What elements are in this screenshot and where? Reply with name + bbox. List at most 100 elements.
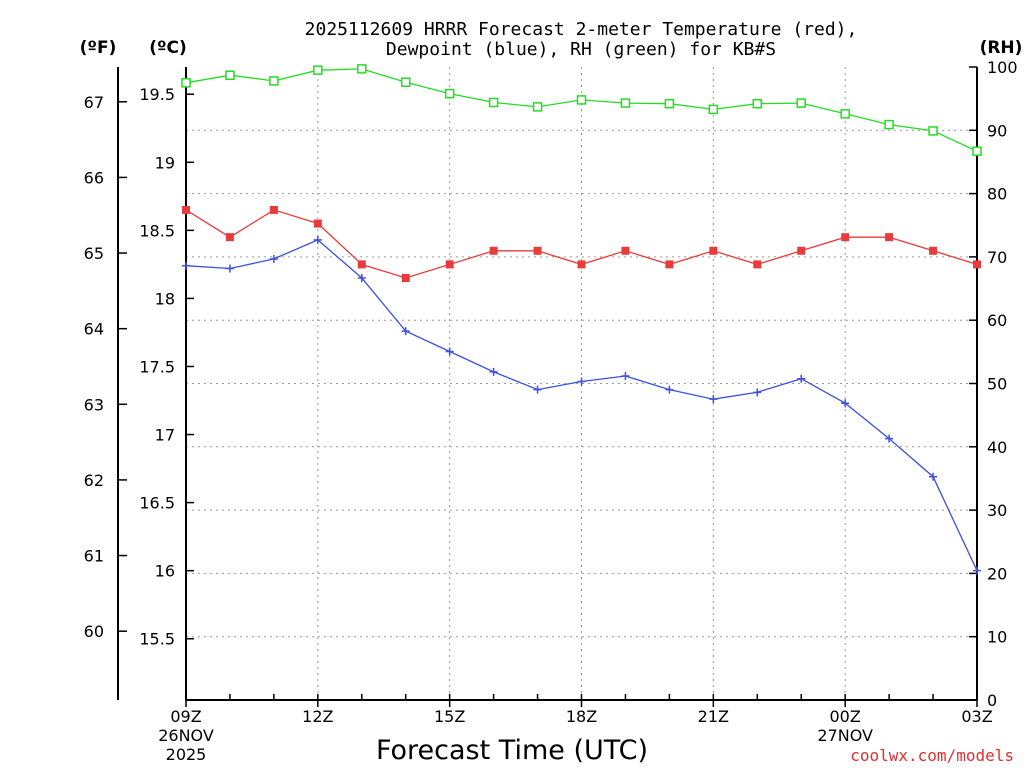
dewpoint-point (357, 274, 366, 282)
fahrenheit-tick-label: 64 (84, 320, 104, 339)
dewpoint-point (709, 395, 718, 404)
rh-axis: 0 10 20 30 40 50 60 70 80 90 100 (969, 58, 1018, 710)
rh-point (181, 78, 191, 88)
rh-point (400, 77, 411, 87)
dewpoint-point (797, 374, 806, 383)
rh-point (884, 119, 894, 130)
temperature-series (182, 205, 981, 282)
temperature-point (357, 260, 366, 269)
dewpoint-point (313, 235, 322, 244)
dewpoint-point (841, 399, 850, 408)
temperature-point (313, 219, 322, 228)
rh-point (444, 88, 455, 99)
temperature-point (182, 205, 190, 214)
time-tick-label: 09Z (170, 707, 201, 726)
temperature-point (401, 274, 410, 282)
rh-point (840, 109, 850, 119)
temperature-point (269, 205, 278, 214)
rh-point (313, 65, 323, 75)
temperature-point (665, 260, 674, 269)
dewpoint-point (929, 472, 938, 481)
rh-point (664, 98, 675, 109)
dewpoint-point (225, 264, 234, 273)
temperature-point (489, 246, 498, 255)
celsius-tick-label: 17.5 (139, 357, 175, 376)
dewpoint-point (489, 367, 498, 376)
temperature-point (753, 260, 762, 269)
time-tick-label: 12Z (302, 707, 333, 726)
rh-point (225, 70, 235, 80)
watermark-text: coolwx.com/models (850, 746, 1014, 765)
dewpoint-point (182, 261, 190, 270)
fahrenheit-tick-label: 63 (84, 395, 104, 414)
rh-tick-label: 100 (987, 58, 1018, 77)
dewpoint-point (269, 254, 278, 263)
fahrenheit-tick-label: 65 (84, 244, 104, 263)
temperature-point (533, 246, 542, 255)
data-series (181, 64, 982, 575)
temperature-point (445, 260, 454, 269)
rh-point (357, 64, 367, 74)
fahrenheit-unit-label: (ºF) (80, 38, 117, 58)
rh-tick-label: 0 (987, 691, 997, 710)
dewpoint-point (401, 327, 410, 336)
rh-unit-label: (RH) (980, 38, 1023, 58)
rh-point (928, 126, 938, 136)
rh-point (269, 76, 279, 86)
rh-point (488, 97, 499, 108)
rh-point (796, 98, 806, 108)
temperature-point (225, 233, 234, 242)
time-tick-label: 18Z (566, 707, 597, 726)
fahrenheit-tick-label: 66 (84, 168, 104, 187)
dewpoint-series (182, 235, 981, 575)
time-date-label: 26NOV (158, 726, 214, 745)
celsius-tick-label: 19 (155, 153, 175, 172)
dewpoint-point (665, 385, 674, 394)
time-date-label: 27NOV (817, 726, 873, 745)
rh-tick-label: 70 (987, 248, 1007, 267)
dewpoint-point (973, 566, 981, 575)
rh-point (532, 102, 543, 112)
chart-title-line-1: 2025112609 HRRR Forecast 2-meter Tempera… (305, 19, 858, 40)
celsius-tick-label: 15.5 (139, 630, 175, 649)
fahrenheit-tick-label: 61 (84, 547, 104, 566)
celsius-tick-label: 16.5 (139, 494, 175, 513)
fahrenheit-tick-label: 62 (84, 471, 104, 490)
fahrenheit-axis: 60 61 62 63 64 65 66 67 (84, 93, 127, 641)
temperature-point (973, 260, 981, 269)
rh-point (708, 104, 719, 115)
rh-tick-label: 90 (987, 121, 1007, 140)
time-tick-label: 21Z (698, 707, 729, 726)
rh-point (752, 98, 763, 109)
rh-point (576, 95, 587, 105)
dewpoint-point (445, 347, 454, 356)
temperature-point (577, 260, 586, 269)
fahrenheit-tick-label: 67 (84, 93, 104, 112)
temperature-point (621, 246, 630, 255)
time-year-label: 2025 (166, 745, 207, 764)
rh-tick-label: 50 (987, 375, 1007, 394)
celsius-axis: 15.5 16 16.5 17 17.5 18 18.5 19 19.5 (139, 85, 194, 649)
rh-tick-label: 20 (987, 564, 1007, 583)
time-tick-label: 15Z (434, 707, 465, 726)
time-tick-label: 00Z (830, 707, 861, 726)
rh-series (181, 64, 982, 156)
fahrenheit-tick-label: 60 (84, 622, 104, 641)
temperature-point (709, 246, 718, 255)
rh-point (972, 146, 982, 156)
celsius-unit-label: (ºC) (149, 38, 187, 58)
celsius-tick-label: 18 (155, 289, 175, 308)
temperature-point (841, 233, 850, 242)
dewpoint-point (621, 372, 630, 381)
celsius-tick-label: 19.5 (139, 85, 175, 104)
celsius-tick-label: 16 (155, 562, 175, 581)
dewpoint-point (753, 388, 762, 397)
rh-tick-label: 80 (987, 185, 1007, 204)
temperature-point (885, 233, 894, 242)
rh-point (620, 98, 631, 108)
dewpoint-point (885, 434, 894, 443)
rh-tick-label: 10 (987, 628, 1007, 647)
rh-tick-label: 60 (987, 311, 1007, 330)
